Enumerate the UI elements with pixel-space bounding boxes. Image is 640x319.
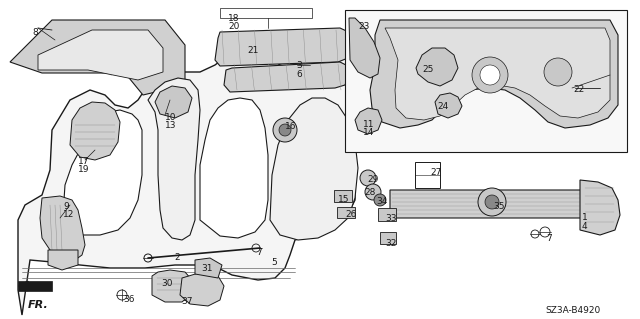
Circle shape [485, 195, 499, 209]
Text: 11: 11 [363, 120, 374, 129]
Text: 36: 36 [123, 295, 134, 304]
Text: 4: 4 [582, 222, 588, 231]
Circle shape [365, 184, 381, 200]
Bar [380, 232, 396, 244]
Polygon shape [148, 78, 200, 240]
Polygon shape [370, 20, 618, 128]
Polygon shape [345, 10, 627, 152]
Polygon shape [355, 108, 382, 134]
Text: 32: 32 [385, 239, 396, 248]
Text: 8: 8 [32, 28, 38, 37]
Polygon shape [270, 98, 358, 240]
Text: SZ3A-B4920: SZ3A-B4920 [545, 306, 600, 315]
Text: 17: 17 [78, 157, 90, 166]
Text: 26: 26 [345, 210, 356, 219]
Polygon shape [349, 18, 380, 78]
Polygon shape [155, 86, 192, 118]
Text: 9: 9 [63, 202, 68, 211]
Polygon shape [385, 28, 610, 120]
Text: 13: 13 [165, 121, 177, 130]
Text: 24: 24 [437, 102, 448, 111]
Text: 16: 16 [285, 122, 296, 131]
Polygon shape [195, 258, 222, 278]
Text: 7: 7 [256, 248, 262, 257]
Circle shape [478, 188, 506, 216]
Text: 35: 35 [493, 202, 504, 211]
Polygon shape [38, 30, 163, 80]
Bar [220, 8, 312, 18]
Circle shape [480, 65, 500, 85]
Polygon shape [48, 250, 78, 270]
Text: 7: 7 [546, 234, 552, 243]
Text: 15: 15 [338, 195, 349, 204]
Polygon shape [416, 48, 458, 86]
Polygon shape [10, 20, 185, 95]
Text: 37: 37 [181, 297, 193, 306]
Text: 30: 30 [161, 279, 173, 288]
Circle shape [544, 58, 572, 86]
Polygon shape [200, 98, 268, 238]
Polygon shape [18, 281, 52, 291]
Polygon shape [70, 102, 120, 160]
Circle shape [360, 170, 376, 186]
Text: 31: 31 [201, 264, 212, 273]
Polygon shape [224, 62, 352, 92]
Text: 18: 18 [228, 14, 239, 23]
Text: 5: 5 [271, 258, 276, 267]
Polygon shape [18, 45, 372, 315]
Text: 14: 14 [363, 128, 374, 137]
Polygon shape [215, 28, 355, 66]
Text: 33: 33 [385, 214, 397, 223]
Polygon shape [435, 93, 462, 118]
Text: 1: 1 [582, 213, 588, 222]
Polygon shape [152, 270, 192, 302]
Bar [378, 208, 396, 221]
Text: FR.: FR. [28, 300, 49, 310]
Circle shape [374, 194, 386, 206]
Polygon shape [180, 272, 224, 306]
Text: 29: 29 [367, 175, 378, 184]
Circle shape [472, 57, 508, 93]
Text: 12: 12 [63, 210, 74, 219]
Bar [337, 207, 355, 218]
Text: 2: 2 [174, 253, 180, 262]
Text: 3: 3 [296, 61, 301, 70]
Text: 27: 27 [430, 168, 442, 177]
Circle shape [273, 118, 297, 142]
Text: 28: 28 [364, 188, 376, 197]
Text: 19: 19 [78, 165, 90, 174]
Text: 22: 22 [573, 85, 584, 94]
Text: 6: 6 [296, 70, 301, 79]
Polygon shape [40, 196, 85, 260]
Text: 21: 21 [247, 46, 259, 55]
Text: 34: 34 [376, 197, 387, 206]
Circle shape [279, 124, 291, 136]
Text: 23: 23 [358, 22, 369, 31]
Text: 25: 25 [422, 65, 433, 74]
Bar [334, 190, 352, 202]
Polygon shape [62, 110, 142, 235]
Text: 20: 20 [228, 22, 239, 31]
Text: 10: 10 [165, 113, 177, 122]
Polygon shape [390, 190, 602, 218]
Polygon shape [580, 180, 620, 235]
